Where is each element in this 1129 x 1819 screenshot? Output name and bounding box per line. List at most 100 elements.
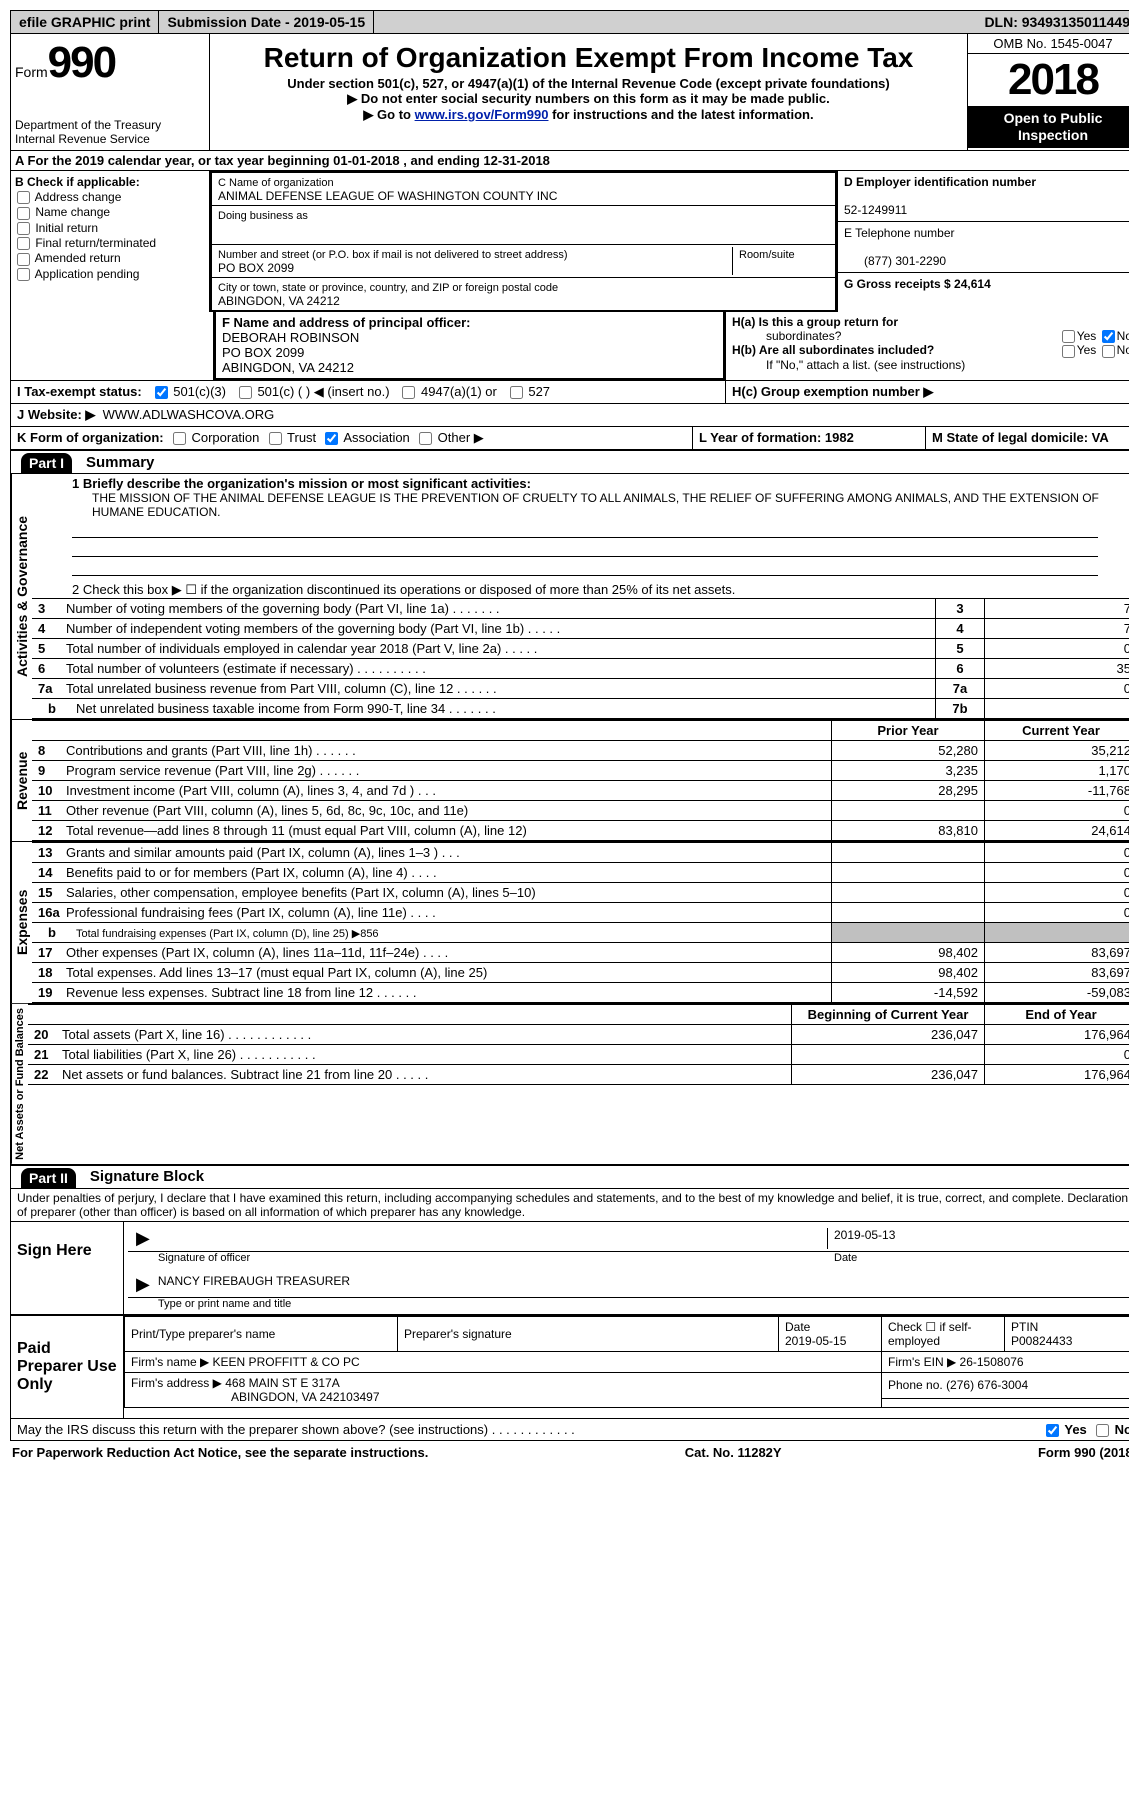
form-header: Form990 Department of the Treasury Inter…	[10, 34, 1129, 151]
line-label: Total liabilities (Part X, line 26) . . …	[62, 1047, 316, 1062]
firm-addr-label: Firm's address ▶	[131, 1376, 222, 1390]
line-value: 0	[985, 679, 1129, 699]
current-value: 24,614	[985, 821, 1129, 841]
col-prior: Prior Year	[832, 721, 985, 741]
col-current: Current Year	[985, 721, 1129, 741]
current-value: 83,697	[985, 963, 1129, 983]
check-final-return[interactable]: Final return/terminated	[15, 236, 205, 250]
revenue-table: Prior YearCurrent Year 8Contributions an…	[32, 720, 1129, 841]
prior-value: 83,810	[832, 821, 985, 841]
current-value: 83,697	[985, 943, 1129, 963]
f-label: F Name and address of principal officer:	[222, 315, 471, 330]
addr-value: PO BOX 2099	[218, 261, 294, 275]
table-row: 4Number of independent voting members of…	[32, 619, 1129, 639]
line-label: Total assets (Part X, line 16) . . . . .…	[62, 1027, 311, 1042]
table-row: 21Total liabilities (Part X, line 26) . …	[28, 1045, 1129, 1065]
line-label: Number of voting members of the governin…	[66, 601, 500, 616]
l-year-formation: L Year of formation: 1982	[699, 430, 854, 445]
prep-date-label: Date	[785, 1320, 810, 1334]
check-other[interactable]	[419, 432, 432, 445]
prior-value	[832, 903, 985, 923]
vlabel-net-assets: Net Assets or Fund Balances	[11, 1004, 28, 1164]
check-initial-return[interactable]: Initial return	[15, 221, 205, 235]
yes-label-2: Yes	[1077, 343, 1097, 357]
yes-label: Yes	[1077, 329, 1097, 343]
row-f-h: F Name and address of principal officer:…	[10, 312, 1129, 381]
b-label: B Check if applicable:	[15, 175, 205, 189]
check-amended-return[interactable]: Amended return	[15, 251, 205, 265]
begin-value: 236,047	[792, 1065, 985, 1085]
check-self-employed[interactable]: Check ☐ if self-employed	[882, 1316, 1005, 1351]
check-trust[interactable]	[269, 432, 282, 445]
discuss-no-check[interactable]	[1096, 1424, 1109, 1437]
line-label: Total fundraising expenses (Part IX, col…	[76, 928, 379, 940]
current-value: 0	[985, 843, 1129, 863]
ha-yes-check[interactable]	[1062, 330, 1075, 343]
col-end: End of Year	[985, 1005, 1129, 1025]
check-501c3[interactable]	[155, 386, 168, 399]
i-label: I Tax-exempt status:	[17, 384, 142, 399]
opt-assoc: Association	[343, 430, 409, 445]
discuss-yes-check[interactable]	[1046, 1424, 1059, 1437]
officer-addr2: ABINGDON, VA 24212	[222, 360, 354, 375]
line-label: Number of independent voting members of …	[66, 621, 560, 636]
line-1-label: 1 Briefly describe the organization's mi…	[72, 476, 531, 491]
check-address-change[interactable]: Address change	[15, 190, 205, 204]
current-value: 35,212	[985, 741, 1129, 761]
footer-left: For Paperwork Reduction Act Notice, see …	[12, 1445, 428, 1460]
check-name-change[interactable]: Name change	[15, 205, 205, 219]
ha-no-check[interactable]	[1102, 330, 1115, 343]
check-527[interactable]	[510, 386, 523, 399]
opt-trust: Trust	[287, 430, 316, 445]
table-row: 5Total number of individuals employed in…	[32, 639, 1129, 659]
efile-label[interactable]: efile GRAPHIC print	[11, 11, 159, 33]
sig-officer-label: Signature of officer	[128, 1252, 834, 1264]
box-num: 3	[936, 599, 985, 619]
line-num: 11	[38, 803, 66, 818]
part-1-badge: Part I	[21, 453, 72, 473]
irs-label: Internal Revenue Service	[15, 132, 205, 146]
form-title: Return of Organization Exempt From Incom…	[216, 42, 961, 74]
check-application-pending[interactable]: Application pending	[15, 267, 205, 281]
line-num: 12	[38, 823, 66, 838]
preparer-table: Print/Type preparer's name Preparer's si…	[124, 1316, 1129, 1408]
no-label-2: No	[1117, 343, 1129, 357]
line-num: 19	[38, 985, 66, 1000]
firm-phone-value: (276) 676-3004	[946, 1378, 1028, 1392]
hb-no-check[interactable]	[1102, 345, 1115, 358]
mission-text: THE MISSION OF THE ANIMAL DEFENSE LEAGUE…	[32, 491, 1129, 519]
line-num: 10	[38, 783, 66, 798]
check-4947[interactable]	[402, 386, 415, 399]
form-subtitle: Under section 501(c), 527, or 4947(a)(1)…	[216, 76, 961, 91]
table-row: 7aTotal unrelated business revenue from …	[32, 679, 1129, 699]
prior-value: 98,402	[832, 943, 985, 963]
line-value: 7	[985, 599, 1129, 619]
line-value: 0	[985, 639, 1129, 659]
ein-value: 52-1249911	[844, 203, 907, 217]
line-value: 35	[985, 659, 1129, 679]
section-expenses: Expenses 13Grants and similar amounts pa…	[10, 842, 1129, 1004]
open-public-badge: Open to Public Inspection	[968, 106, 1129, 148]
check-corporation[interactable]	[173, 432, 186, 445]
check-501c[interactable]	[239, 386, 252, 399]
tax-year: 2018	[968, 54, 1129, 106]
check-association[interactable]	[325, 432, 338, 445]
officer-addr1: PO BOX 2099	[222, 345, 304, 360]
line-label: Contributions and grants (Part VIII, lin…	[66, 743, 356, 758]
prior-value	[832, 843, 985, 863]
part-2-header-row: Part II Signature Block	[10, 1165, 1129, 1189]
paid-preparer-section: Paid Preparer Use Only Print/Type prepar…	[10, 1315, 1129, 1419]
line-num: 18	[38, 965, 66, 980]
sign-here-section: Sign Here ▶ 2019-05-13 Signature of offi…	[10, 1221, 1129, 1315]
table-row: 20Total assets (Part X, line 16) . . . .…	[28, 1025, 1129, 1045]
part-2-title: Signature Block	[90, 1168, 204, 1185]
table-row: 22Net assets or fund balances. Subtract …	[28, 1065, 1129, 1085]
blank-line	[72, 523, 1098, 538]
box-num: 6	[936, 659, 985, 679]
box-num: 5	[936, 639, 985, 659]
hb-yes-check[interactable]	[1062, 345, 1075, 358]
opt-527: 527	[528, 384, 550, 399]
irs-link[interactable]: www.irs.gov/Form990	[415, 107, 549, 122]
line-num: 16a	[38, 905, 66, 920]
line-num: 17	[38, 945, 66, 960]
